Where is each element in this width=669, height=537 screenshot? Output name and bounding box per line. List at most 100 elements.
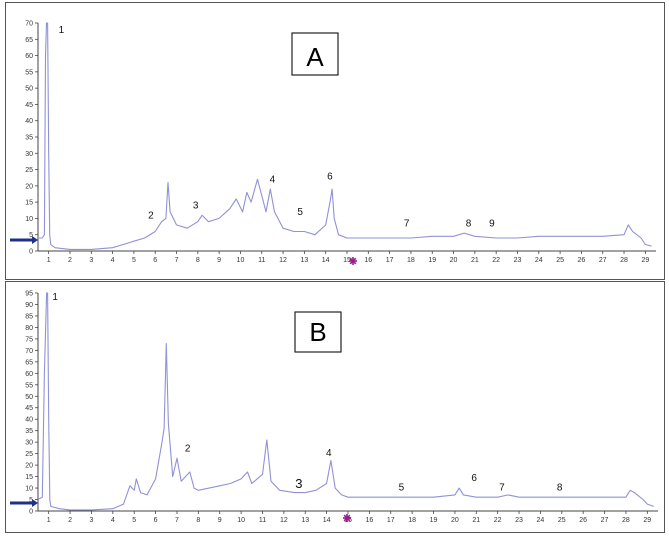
peak-label-6: 6: [471, 473, 477, 484]
x-tick-label: 17: [386, 257, 394, 264]
peak-label-3: 3: [295, 476, 302, 491]
x-tick-label: 19: [428, 257, 436, 264]
x-tick-label: 1: [47, 517, 51, 524]
peak-label-1: 1: [52, 292, 58, 303]
x-tick-label: 4: [111, 257, 115, 264]
panel-letter-box: [294, 311, 342, 353]
x-tick-label: 21: [472, 517, 480, 524]
y-tick-label: 85: [25, 313, 33, 320]
panel-letter: B: [309, 317, 326, 347]
x-tick-label: 14: [323, 517, 331, 524]
peak-label-4: 4: [270, 175, 276, 186]
x-tick-label: 28: [620, 257, 628, 264]
panel-letter: A: [306, 42, 324, 72]
x-tick-label: 24: [535, 257, 543, 264]
x-tick-label: 9: [217, 257, 221, 264]
peak-label-7: 7: [404, 219, 410, 230]
y-tick-label: 80: [25, 325, 33, 332]
x-tick-label: 18: [407, 257, 415, 264]
x-tick-label: 10: [237, 257, 245, 264]
x-tick-label: 26: [578, 257, 586, 264]
x-tick-label: 16: [364, 257, 372, 264]
x-tick-label: 11: [258, 257, 265, 264]
x-tick-label: 28: [622, 517, 630, 524]
y-tick-label: 50: [25, 86, 33, 93]
peak-label-5: 5: [399, 482, 405, 493]
y-tick-label: 70: [25, 348, 33, 355]
x-tick-label: 6: [153, 257, 157, 264]
x-tick-label: 23: [515, 517, 523, 524]
y-tick-label: 5: [29, 232, 33, 239]
y-tick-label: 15: [25, 200, 33, 207]
x-tick-label: 4: [111, 517, 115, 524]
baseline-arrow-icon: [10, 236, 38, 244]
x-tick-label: 2: [68, 517, 72, 524]
y-tick-label: 10: [25, 486, 33, 493]
y-tick-label: 35: [25, 135, 33, 142]
y-tick-label: 40: [25, 417, 33, 424]
y-tick-label: 20: [25, 183, 33, 190]
y-tick-label: 45: [25, 102, 33, 109]
y-tick-label: 0: [29, 249, 33, 256]
x-tick-label: 12: [280, 517, 288, 524]
y-tick-label: 75: [25, 336, 33, 343]
x-tick-label: 7: [175, 517, 179, 524]
peak-label-6: 6: [327, 171, 333, 182]
x-tick-label: 7: [175, 257, 179, 264]
x-tick-label: 5: [132, 517, 136, 524]
x-tick-label: 14: [322, 257, 330, 264]
peak-label-4: 4: [326, 448, 332, 459]
asterisk-marker-icon: [343, 514, 351, 522]
x-tick-label: 27: [599, 257, 607, 264]
x-tick-label: 18: [408, 517, 416, 524]
x-tick-label: 5: [132, 257, 136, 264]
chromatogram-trace: [37, 292, 654, 511]
x-tick-label: 13: [301, 517, 309, 524]
x-tick-label: 29: [643, 517, 651, 524]
asterisk-marker-icon: [349, 257, 357, 265]
x-tick-label: 9: [218, 517, 222, 524]
y-tick-label: 70: [25, 21, 33, 28]
y-tick-label: 20: [25, 463, 33, 470]
y-tick-label: 35: [25, 428, 33, 435]
peak-label-1: 1: [59, 25, 65, 36]
x-tick-label: 8: [196, 257, 200, 264]
x-tick-label: 27: [601, 517, 609, 524]
x-tick-label: 19: [430, 517, 438, 524]
peak-label-2: 2: [148, 210, 154, 221]
x-tick-label: 15: [343, 257, 351, 264]
peak-label-2: 2: [185, 443, 191, 454]
peak-label-8: 8: [466, 219, 472, 230]
x-tick-label: 29: [641, 257, 649, 264]
peak-label-9: 9: [489, 219, 495, 230]
x-tick-label: 11: [259, 517, 266, 524]
y-tick-label: 65: [25, 37, 33, 44]
y-tick-label: 10: [25, 216, 33, 223]
x-tick-label: 26: [579, 517, 587, 524]
y-tick-label: 25: [25, 167, 33, 174]
x-tick-label: 22: [492, 257, 500, 264]
peak-label-7: 7: [499, 482, 505, 493]
y-tick-label: 30: [25, 440, 33, 447]
x-tick-label: 13: [300, 257, 308, 264]
x-tick-label: 21: [471, 257, 479, 264]
x-tick-label: 22: [494, 517, 502, 524]
panel-letter-box: [291, 32, 339, 76]
chromatogram-panel-b: 0 5 10 15 20 25 30 35 40 45 50 55 60 65 70 75 80 85 90 95 1 2…: [5, 281, 665, 533]
y-tick-label: 65: [25, 359, 33, 366]
y-tick-label: 55: [25, 69, 33, 76]
y-tick-label: 60: [25, 53, 33, 60]
peak-label-5: 5: [297, 207, 303, 218]
y-tick-label: 95: [25, 291, 33, 298]
y-tick-label: 50: [25, 394, 33, 401]
x-tick-label: 20: [450, 257, 458, 264]
y-tick-label: 45: [25, 405, 33, 412]
x-tick-label: 25: [558, 517, 566, 524]
x-tick-label: 12: [279, 257, 287, 264]
y-tick-label: 0: [29, 509, 33, 516]
y-tick-label: 30: [25, 151, 33, 158]
y-tick-label: 5: [29, 497, 33, 504]
y-tick-label: 90: [25, 302, 33, 309]
